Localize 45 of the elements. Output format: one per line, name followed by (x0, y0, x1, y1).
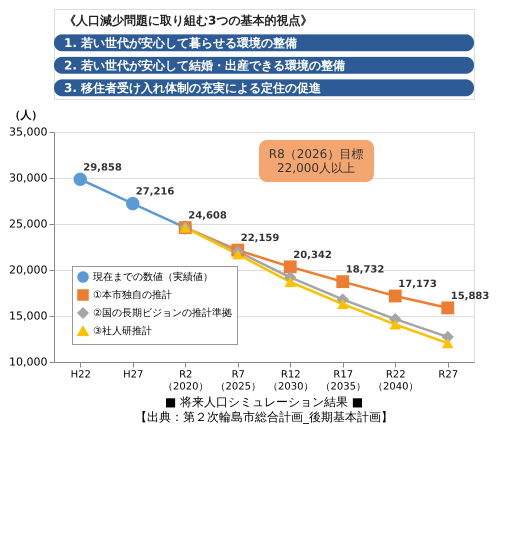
point (336, 299, 349, 310)
data-label: 24,608 (188, 210, 227, 222)
y-axis-title: （人） (10, 108, 42, 122)
point (442, 338, 454, 348)
point (232, 249, 244, 260)
text: 2. 若い世代が安心して結婚・出産できる環境の整備 (64, 58, 346, 72)
data-label: 15,883 (450, 290, 490, 302)
x-tick-label: R17 （2035） (320, 370, 366, 392)
x-tick-label: H27 (123, 370, 144, 380)
x-tick-label: R27 (438, 370, 458, 380)
point (336, 275, 350, 288)
annotation: R8（2026）目標 22,000人以上 (268, 147, 364, 175)
point (388, 290, 402, 302)
point (284, 276, 296, 287)
x-tick-label: H22 (70, 370, 91, 380)
y-tick-label: 15,000 (9, 310, 48, 322)
legend-label: ②国の長期ビジョンの推計準拠 (93, 307, 232, 319)
x-tick-label: R22 （2040） (373, 370, 418, 392)
point (284, 260, 297, 274)
data-label: 29,858 (83, 162, 122, 174)
y-tick-label: 10,000 (9, 356, 48, 368)
x-tick-label: R7 （2025） (216, 370, 261, 392)
data-label: 27,216 (136, 186, 174, 198)
text: 《人口減少問題に取り組む3つの基本的視点》 (64, 13, 312, 28)
point (441, 301, 454, 314)
point (389, 319, 402, 330)
text: 1. 若い世代が安心して暮らせる環境の整備 (64, 36, 298, 50)
text: ■ 将来人口シミュレーション結果 ■ (164, 395, 364, 409)
legend-label: ①本市独自の推計 (93, 289, 172, 301)
x-tick-label: R12 （2030） (268, 370, 314, 392)
legend-label: ③社人研推計 (93, 325, 152, 337)
y-tick-label: 20,000 (9, 264, 48, 276)
legend-label: 現在までの数値（実績値） (93, 271, 213, 283)
text: 3. 移住者受け入れ体制の充実による定住の促進 (64, 80, 322, 95)
data-label: 20,342 (293, 250, 332, 261)
data-label: 22,159 (240, 233, 280, 244)
text: 【出典：第２次輪島市総合計画_後期基本計画】 (135, 410, 393, 424)
y-tick-label: 30,000 (9, 172, 48, 184)
point (74, 172, 87, 186)
data-label: 17,173 (398, 279, 437, 290)
y-tick-label: 35,000 (9, 126, 48, 138)
x-tick-label: R2 （2020） (163, 370, 208, 392)
point (126, 196, 140, 210)
y-tick-label: 25,000 (9, 218, 48, 230)
data-label: 18,732 (346, 264, 384, 276)
